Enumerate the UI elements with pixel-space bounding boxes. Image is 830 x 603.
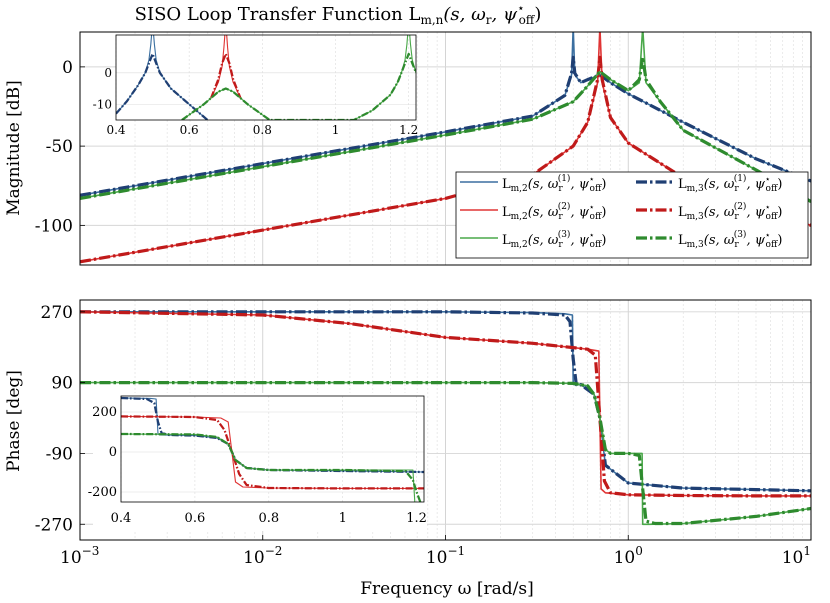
inset-x-tick-label: 0.8 (258, 511, 279, 526)
legend-label: Lm,3(s, ωr(3), ψ⋆ off) (678, 229, 782, 250)
y-tick-label: -50 (46, 137, 73, 157)
phase-series-line-2 (80, 310, 811, 493)
inset-y-tick-label: -10 (93, 97, 112, 111)
inset-y-tick-label: 200 (92, 405, 117, 420)
y-tick-label: 270 (41, 303, 73, 323)
magnitude-series-line-2 (80, 55, 811, 197)
legend-entry-6: Lm,3(s, ωr(3), ψ⋆ off) (636, 229, 782, 250)
y-tick-label: 90 (51, 374, 73, 394)
legend-label: Lm,2(s, ωr(1), ψ⋆ off) (502, 173, 606, 194)
phase-panel: 270 90 -90 -270 10−3 10−2 10−1 100 101 Phase [d… (4, 299, 812, 599)
x-tick-label: 101 (782, 544, 811, 568)
inset-x-tick-label: 0.4 (111, 511, 132, 526)
phase-series-line-6 (80, 381, 811, 526)
legend-label: Lm,3(s, ωr(2), ψ⋆ off) (678, 201, 782, 222)
legend-entry-2: Lm,3(s, ωr(1), ψ⋆ off) (636, 173, 782, 194)
phase-inset: 0.4 0.6 0.8 1 1.2 200 0 -200 (88, 393, 427, 531)
magnitude-inset: 0.4 0.6 0.8 1 1.2 0 -10 (93, 34, 419, 137)
legend-entry-1: Lm,2(s, ωr(1), ψ⋆ off) (460, 173, 606, 194)
phase-y-label: Phase [deg] (4, 370, 24, 472)
inset-x-tick-label: 0.8 (253, 123, 272, 137)
legend-entry-4: Lm,3(s, ωr(2), ψ⋆ off) (636, 201, 782, 222)
magnitude-inset-grid (115, 35, 416, 120)
chart-title: SISO Loop Transfer Function Lm,n(s, ωr, … (135, 1, 542, 27)
magnitude-inset-series-line-6 (181, 52, 416, 120)
magnitude-inset-series-line-4 (210, 52, 242, 99)
magnitude-y-label: Magnitude [dB] (4, 80, 24, 216)
phase-inset-frame (120, 395, 425, 503)
y-tick-label: -90 (46, 445, 73, 465)
legend-entry-3: Lm,2(s, ωr(2), ψ⋆ off) (460, 201, 606, 222)
inset-x-tick-label: 1.2 (399, 123, 418, 137)
legend-entry-5: Lm,2(s, ωr(3), ψ⋆ off) (460, 229, 606, 250)
y-tick-label: -100 (35, 216, 73, 236)
inset-x-tick-label: 0.4 (106, 123, 125, 137)
inset-y-tick-label: 0 (104, 66, 112, 80)
legend-box (455, 171, 809, 259)
inset-x-tick-label: 0.6 (180, 123, 199, 137)
phase-inset-series (121, 396, 424, 502)
magnitude-inset-series-line-2 (116, 52, 209, 120)
magnitude-inset-series (116, 35, 416, 120)
inset-y-tick-label: 0 (109, 445, 117, 460)
phase-inset-series-line-6 (121, 432, 423, 502)
x-tick-label: 100 (614, 544, 643, 568)
inset-x-tick-label: 0.6 (185, 511, 206, 526)
x-tick-label: 10−1 (426, 544, 465, 568)
phase-x-ticks: 10−3 10−2 10−1 100 101 (60, 535, 812, 568)
magnitude-axes-frame (79, 31, 812, 266)
phase-series-line-4 (80, 310, 811, 498)
legend: Lm,2(s, ωr(1), ψ⋆ off) Lm,3(s, ωr(1), ψ⋆ of… (455, 171, 809, 259)
inset-y-tick-label: -200 (88, 485, 117, 500)
x-tick-label: 10−2 (243, 544, 282, 568)
magnitude-y-ticks: 0 -50 -100 (35, 58, 85, 236)
x-tick-label: 10−3 (60, 544, 99, 568)
magnitude-inset-ticks: 0.4 0.6 0.8 1 1.2 0 -10 (93, 66, 419, 137)
phase-y-ticks: 270 90 -90 -270 (35, 303, 85, 535)
legend-label: Lm,3(s, ωr(1), ψ⋆ off) (678, 173, 782, 194)
inset-x-tick-label: 1 (332, 123, 340, 137)
magnitude-inset-frame (115, 34, 417, 121)
magnitude-series-line-6 (80, 55, 811, 203)
legend-label: Lm,2(s, ωr(3), ψ⋆ off) (502, 229, 606, 250)
phase-inset-grid (120, 396, 424, 502)
phase-inset-ticks: 0.4 0.6 0.8 1 1.2 200 0 -200 (88, 405, 427, 526)
legend-label: Lm,2(s, ωr(2), ψ⋆ off) (502, 201, 606, 222)
phase-inset-series-line-4 (121, 415, 424, 490)
inset-x-tick-label: 1.2 (406, 511, 427, 526)
phase-series (80, 310, 811, 526)
inset-x-tick-label: 1 (339, 511, 347, 526)
magnitude-panel: 0 -50 -100 Magnitude [dB] 0.4 0.6 0.8 1 1.2 0 -1… (4, 31, 812, 266)
y-tick-label: 0 (62, 58, 73, 78)
x-axis-label: Frequency ω [rad/s] (360, 579, 533, 599)
y-tick-label: -270 (35, 515, 73, 535)
